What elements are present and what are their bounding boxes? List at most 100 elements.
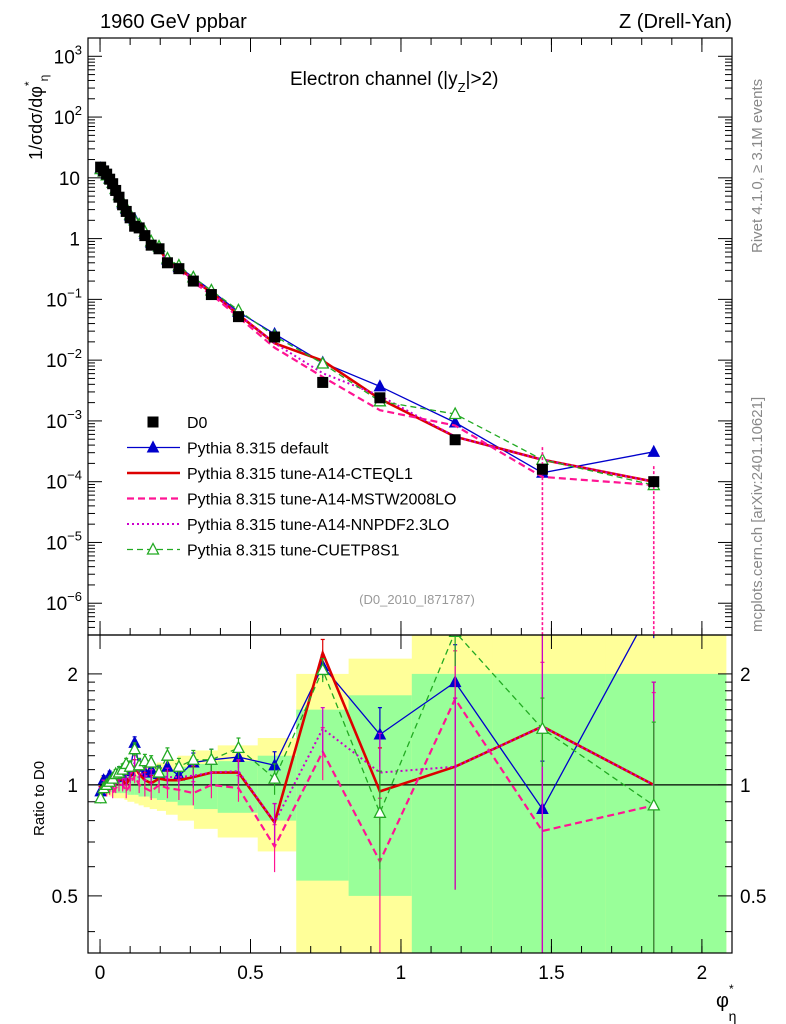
- process-label: Z (Drell-Yan): [619, 11, 732, 33]
- series-line: [99, 168, 654, 487]
- ratio-point: [535, 721, 549, 734]
- ratio-y-tick-label-right: 0.5: [740, 887, 766, 908]
- series-line: [100, 168, 654, 486]
- rivet-version-label: Rivet 4.1.0, ≥ 3.1M events: [749, 79, 766, 253]
- ratio-point: [186, 752, 200, 765]
- ratio-y-tick-label-right: 1: [740, 776, 751, 797]
- legend-label: Pythia 8.315 tune-A14-MSTW2008LO: [187, 492, 456, 509]
- ratio-point: [647, 797, 661, 811]
- band-inner-bin: [411, 673, 494, 953]
- y-tick-label-exponent: −6: [67, 589, 82, 604]
- data-point: [120, 205, 132, 217]
- data-point: [117, 199, 129, 211]
- data-point: [269, 331, 281, 343]
- data-point: [187, 275, 199, 287]
- ratio-point: [231, 740, 246, 754]
- y-tick-label: 10−1: [46, 285, 82, 311]
- ratio-ylabel: Ratio to D0: [31, 761, 48, 836]
- band-inner-bin: [492, 673, 607, 953]
- data-point: [153, 243, 165, 255]
- y-tick-label-exponent: −1: [67, 285, 82, 300]
- ratio-y-tick-label: 0.5: [52, 887, 78, 908]
- y-tick-label-base: 10: [59, 169, 80, 190]
- y-tick-label-base: 10: [46, 594, 67, 615]
- y-tick-label-base: 10: [46, 533, 67, 554]
- main-ylabel-sub: η: [37, 75, 51, 82]
- axes: 0 0.5 1 1.5 210310210110−110−210−310−410−510…: [46, 37, 766, 984]
- chart-title-tail: |>2): [466, 69, 499, 90]
- data-point: [139, 230, 151, 242]
- data-point: [449, 434, 461, 446]
- ratio-y-tick-label: 1: [67, 776, 78, 797]
- band-inner-bin: [156, 771, 167, 800]
- ratio-point: [204, 752, 218, 765]
- x-axis-label-main: φ: [716, 990, 729, 1012]
- data-point: [173, 263, 185, 275]
- data-point: [133, 222, 145, 234]
- legend-label: Pythia 8.315 default: [187, 441, 329, 458]
- data-point: [124, 212, 136, 224]
- y-tick-label: 103: [54, 42, 82, 68]
- ratio-panel-series: [94, 635, 661, 953]
- x-axis-label-sup: *: [729, 982, 734, 996]
- chart-title: Electron channel (|yZ|>2): [290, 69, 498, 95]
- data-point: [648, 476, 660, 488]
- main-panel-series: [94, 161, 661, 635]
- y-tick-label: 10−5: [46, 528, 82, 554]
- data-point: [145, 239, 157, 251]
- ratio-point: [172, 759, 186, 772]
- ratio-point: [373, 805, 387, 818]
- legend-label: Pythia 8.315 tune-A14-CTEQL1: [187, 466, 413, 483]
- y-tick-label-base: 10: [46, 412, 67, 433]
- energy-label: 1960 GeV ppbar: [100, 11, 247, 33]
- main-series-1: [94, 161, 661, 478]
- legend-swatch-marker: [147, 416, 159, 428]
- ratio-y-tick-label-right: 2: [740, 665, 751, 686]
- y-tick-label: 10−4: [46, 468, 82, 494]
- legend-label: Pythia 8.315 tune-A14-NNPDF2.3LO: [187, 517, 449, 534]
- series-line: [99, 167, 654, 483]
- y-tick-label-exponent: −3: [67, 407, 82, 422]
- y-tick-label-base: 10: [54, 47, 75, 68]
- data-point: [536, 463, 548, 475]
- y-tick-label-base: 10: [54, 108, 75, 129]
- main-series-data: [95, 161, 660, 488]
- x-tick-label: 1: [396, 963, 407, 984]
- legend-label: Pythia 8.315 tune-CUETP8S1: [187, 543, 400, 560]
- main-series-4: [99, 167, 654, 483]
- x-axis-label-sub: η: [729, 1008, 737, 1024]
- legend-label: D0: [187, 415, 208, 432]
- x-tick-label: 0.5: [237, 963, 263, 984]
- y-tick-label-exponent: 3: [75, 42, 82, 57]
- data-point: [374, 392, 386, 404]
- y-tick-label-base: 10: [46, 351, 67, 372]
- main-plot-frame: [87, 37, 733, 636]
- x-tick-label: 0: [95, 963, 106, 984]
- x-tick-label: 1.5: [538, 963, 564, 984]
- main-series-5: [94, 161, 661, 491]
- y-tick-label: 102: [54, 103, 82, 129]
- y-tick-label-base: 10: [46, 473, 67, 494]
- main-ylabel: 1/σdσ/dφ*η: [22, 75, 51, 160]
- y-tick-label-base: 10: [46, 290, 67, 311]
- data-point: [317, 376, 329, 388]
- chart-title-main: Electron channel (|y: [290, 69, 458, 90]
- ratio-plot-frame: [87, 634, 733, 954]
- legend: D0 Pythia 8.315 default Pythia 8.315 tune-…: [127, 415, 456, 560]
- series-line: [100, 167, 654, 474]
- y-tick-label-exponent: −5: [67, 528, 82, 543]
- main-series-2: [99, 167, 655, 483]
- y-tick-label-exponent: −4: [67, 468, 82, 483]
- ratio-point: [316, 662, 330, 676]
- main-ylabel-sup: *: [22, 81, 36, 86]
- data-point: [107, 178, 119, 190]
- ratio-point: [128, 741, 142, 755]
- y-tick-label-exponent: −2: [67, 346, 82, 361]
- y-tick-label: 1: [69, 230, 80, 251]
- legend-swatch-marker: [146, 542, 160, 555]
- data-point: [113, 191, 125, 203]
- ratio-uncertainty-bands: [100, 635, 727, 953]
- y-tick-label: 10−3: [46, 407, 82, 433]
- analysis-id-label: (D0_2010_I871787): [359, 592, 475, 607]
